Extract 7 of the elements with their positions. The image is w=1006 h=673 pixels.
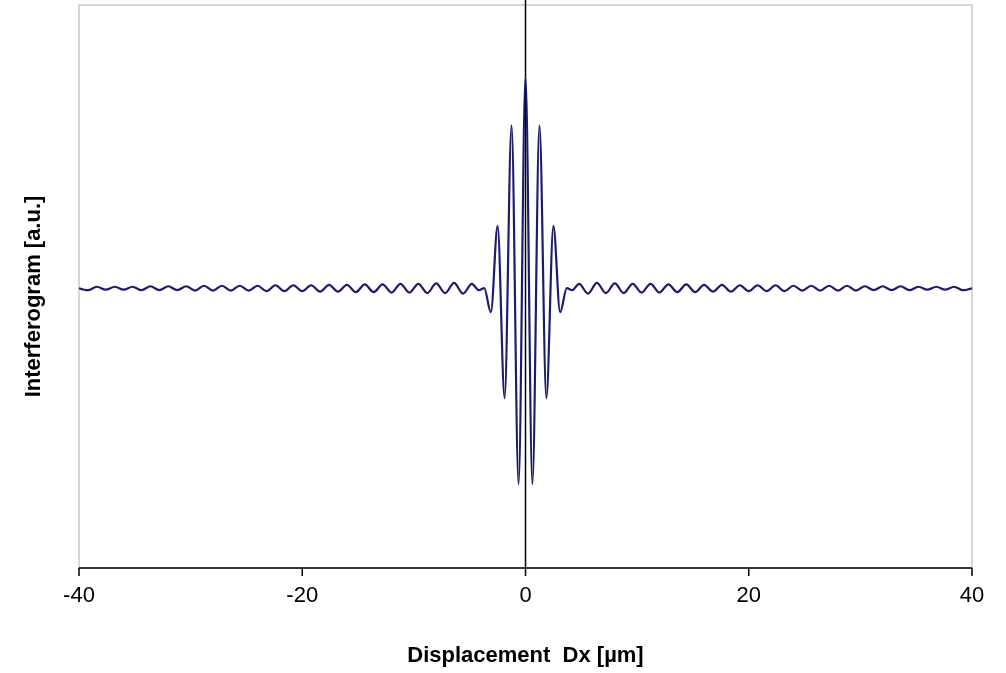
x-tick-label: 20 [736,582,761,607]
x-tick-label: -20 [286,582,319,607]
y-axis-title: Interferogram [a.u.] [20,195,45,398]
x-tick-label: 0 [519,582,532,607]
x-tick-label: 40 [959,582,985,607]
x-axis-title: Displacement Dx [µm] [407,642,644,667]
x-tick-label: -40 [63,582,95,607]
